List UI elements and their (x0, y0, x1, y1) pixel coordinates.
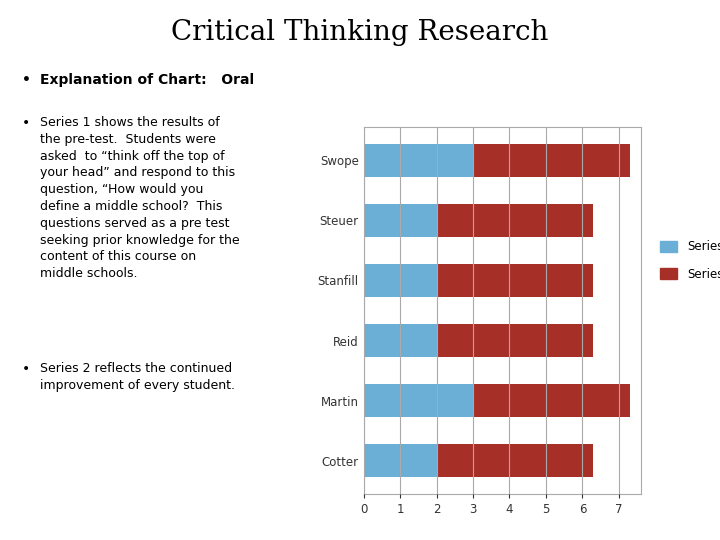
Legend: Series1, Series2: Series1, Series2 (655, 235, 720, 285)
Bar (364, 384, 473, 417)
Bar (364, 264, 593, 297)
Text: •: • (22, 362, 30, 376)
Bar (364, 324, 593, 357)
Bar (364, 204, 436, 237)
Bar (364, 444, 436, 477)
Bar (364, 144, 473, 177)
Bar (364, 144, 630, 177)
Bar (364, 264, 436, 297)
Bar (364, 204, 593, 237)
Bar (364, 384, 630, 417)
Text: Series 1 shows the results of
the pre-test.  Students were
asked  to “think off : Series 1 shows the results of the pre-te… (40, 116, 239, 280)
Bar (364, 324, 436, 357)
Text: •: • (22, 116, 30, 130)
Text: Explanation of Chart:   Oral: Explanation of Chart: Oral (40, 73, 253, 87)
Text: •: • (22, 73, 30, 87)
Text: Critical Thinking Research: Critical Thinking Research (171, 19, 549, 46)
Text: Series 2 reflects the continued
improvement of every student.: Series 2 reflects the continued improvem… (40, 362, 235, 392)
Bar (364, 444, 593, 477)
